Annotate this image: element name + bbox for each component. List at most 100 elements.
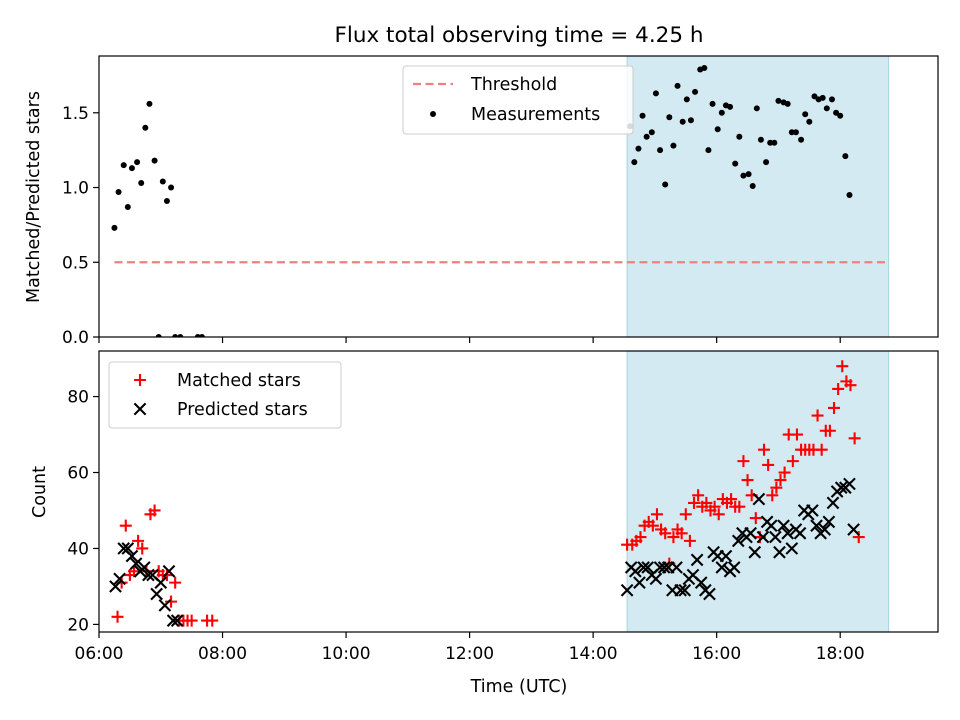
x-tick-label: 08:00 [198,644,247,664]
predicted-star-point [170,614,184,627]
y-tick-label: 1.5 [62,104,89,124]
measurement-point [168,184,175,191]
measurement-point [679,118,686,125]
measurement-point [159,178,166,185]
measurement-point [745,171,752,178]
measurement-point [146,100,153,107]
matched-star-point [749,512,762,525]
measurement-point [823,105,830,112]
matched-star-point [758,443,771,456]
matched-star-point [823,424,836,437]
measurement-point [648,129,655,136]
measurement-point [806,118,813,125]
measurement-point [771,139,778,146]
predicted-star-point [166,614,180,627]
matched-star-point [778,466,791,479]
y-tick-label: 40 [67,539,89,559]
predicted-star-point [154,576,168,589]
legend-matched-label: Matched stars [177,371,301,391]
matched-star-point [679,508,692,521]
predicted-star-point [777,519,790,533]
matched-star-point [725,493,738,506]
predicted-star-point [633,576,646,589]
measurement-point [666,114,673,121]
predicted-star-point [769,530,782,544]
y-tick-label: 20 [67,615,89,635]
matched-star-point [712,508,725,521]
predicted-star-point [620,583,634,597]
x-tick-label: 12:00 [445,644,494,664]
measurement-point [111,224,118,231]
x-tick-label: 06:00 [75,644,124,664]
measurement-point [775,97,782,104]
matched-star-point [762,458,775,471]
predicted-star-point [649,572,663,586]
measurement-point [662,181,669,188]
measurement-point [128,165,135,172]
matched-star-point [683,534,696,547]
measurement-point [631,159,638,166]
predicted-star-point [731,534,745,548]
matched-star-point [844,379,857,392]
measurement-point [798,136,805,143]
predicted-star-point [150,587,163,601]
measurement-point [172,334,179,337]
predicted-star-point [657,561,671,574]
measurement-point [833,109,840,116]
chart-title: Flux total observing time = 4.25 h [335,23,704,48]
measurement-point [784,100,791,107]
measurement-point [802,111,809,118]
matched-star-point [692,489,705,502]
predicted-star-point [818,523,832,536]
matched-star-point [140,565,153,578]
predicted-star-point [773,545,786,559]
predicted-star-point [142,568,155,582]
predicted-star-point [764,519,778,533]
measurement-point [687,117,694,124]
measurement-point [811,93,818,100]
measurement-point [163,197,170,204]
matched-star-point [206,614,219,627]
predicted-star-point [810,519,823,533]
predicted-star-point [806,504,819,517]
predicted-star-point [113,572,126,586]
measurement-point [749,183,756,190]
count-axis-label: Count [30,466,50,518]
measurement-point [701,64,708,71]
measurement-point [705,147,712,154]
predicted-star-point [628,564,642,578]
matched-star-point [165,595,178,608]
predicted-star-point [781,526,795,540]
time-axis-label: Time (UTC) [470,677,568,697]
measurement-point [198,334,205,337]
measurement-point [757,136,764,143]
measurement-point [657,147,664,154]
matched-star-point [815,443,828,456]
predicted-star-point [129,557,143,570]
matched-star-point [128,565,141,578]
predicted-star-point [756,530,770,544]
predicted-star-point [125,549,139,563]
matched-star-point [737,455,750,468]
predicted-star-point [158,599,172,612]
measurement-point [683,96,690,103]
matched-star-point [700,496,713,509]
matched-star-point [132,534,145,547]
measurement-point [792,129,799,136]
x-tick-label: 18:00 [816,644,865,664]
predicted-star-point [690,553,704,567]
legend-measurements-swatch [430,111,436,117]
matched-star-point [160,569,173,582]
matched-star-point [148,504,161,517]
measurement-point [155,334,162,337]
matched-star-point [832,382,845,395]
measurement-point [714,126,721,133]
ratio-axis-label: Matched/Predicted stars [24,91,44,303]
legend-threshold-label: Threshold [470,75,557,95]
predicted-star-point [834,481,848,495]
legend-predicted-swatch [133,402,147,416]
matched-star-point [848,432,861,445]
predicted-star-point [641,561,655,574]
measurement-point [732,160,739,167]
